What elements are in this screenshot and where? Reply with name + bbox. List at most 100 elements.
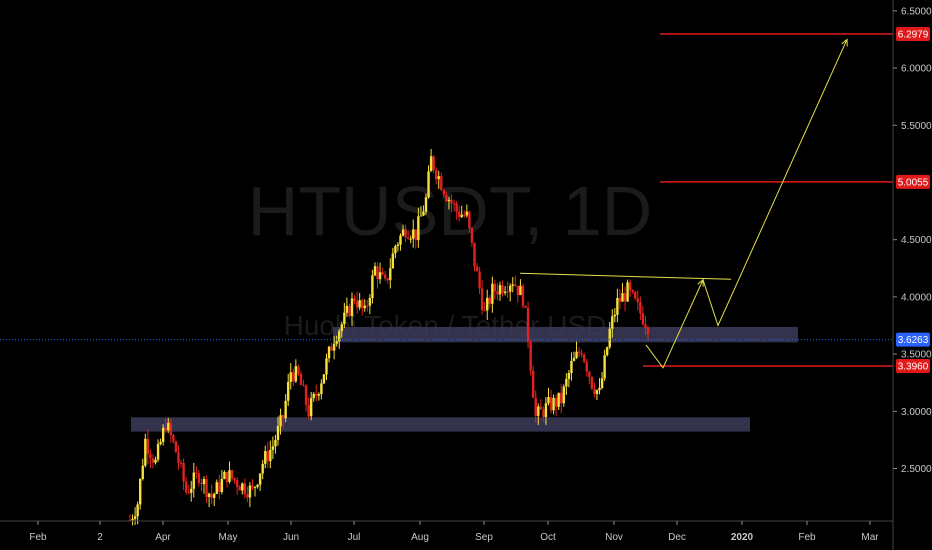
candle-body <box>133 516 137 519</box>
candle-body <box>435 169 438 180</box>
candle-body <box>450 199 453 204</box>
candle-body <box>128 519 132 521</box>
candle-body <box>202 479 206 485</box>
candle-body <box>600 378 604 388</box>
candle-body <box>506 291 509 293</box>
candle-body <box>228 470 231 482</box>
candle-body <box>644 324 647 328</box>
candle-body <box>371 275 374 299</box>
candle-body <box>483 310 486 312</box>
candle-body <box>509 285 512 292</box>
candle-body <box>496 291 499 295</box>
candle-body <box>552 397 555 411</box>
candle-body <box>631 290 634 293</box>
price-tags: 6.2979 5.0055 3.3960 3.6263 <box>896 27 930 373</box>
candle-body <box>452 203 456 205</box>
candle-body <box>218 482 221 492</box>
candle-body <box>409 238 412 240</box>
support-zone <box>333 326 798 343</box>
candle-body <box>251 485 254 488</box>
resistance-line <box>519 272 732 280</box>
y-tick-label: 4.5000 <box>901 235 932 246</box>
x-axis: Feb 2 Apr May Jun Jul Aug Sep Oct Nov Dec 2020 Feb Ma… <box>29 521 879 543</box>
candle-body <box>383 274 387 279</box>
candle-body <box>220 478 224 492</box>
y-tick-label: 4.0000 <box>901 292 932 303</box>
candle-body <box>593 388 596 394</box>
candle-body <box>457 211 461 217</box>
y-tick-label: 5.5000 <box>901 121 932 132</box>
candle-body <box>276 426 280 441</box>
candle-body <box>419 215 423 217</box>
candle-body <box>235 480 239 487</box>
candle-body <box>628 282 632 291</box>
annotations-layer <box>0 33 893 369</box>
candle-body <box>348 305 351 316</box>
x-tick-label: Apr <box>155 532 171 543</box>
candle-body <box>531 370 535 398</box>
candle-body <box>174 441 178 453</box>
candle-body <box>618 298 622 302</box>
candle-body <box>570 360 573 373</box>
candle-body <box>491 283 494 304</box>
x-tick-label: Oct <box>540 532 556 543</box>
candle-body <box>468 211 471 228</box>
price-tag <box>896 332 930 347</box>
candle-body <box>281 415 285 419</box>
candle-body <box>315 393 318 396</box>
candle-body <box>445 194 448 202</box>
candle-body <box>432 156 435 170</box>
candle-body <box>361 300 364 309</box>
candle-body <box>353 298 356 301</box>
candle-body <box>526 307 530 342</box>
candle-body <box>588 371 591 378</box>
candle-body <box>335 341 338 344</box>
candle-body <box>215 482 218 494</box>
candle-body <box>646 327 650 335</box>
candle-body <box>378 272 382 280</box>
arrowhead-icon <box>697 278 704 287</box>
candle-body <box>583 354 586 362</box>
candle-body <box>575 351 578 358</box>
candle-body <box>391 253 395 269</box>
candle-body <box>373 266 377 276</box>
candle-body <box>519 285 522 296</box>
candle-body <box>585 361 588 372</box>
candle-body <box>192 472 195 489</box>
candle-body <box>470 227 474 243</box>
candle-body <box>473 242 476 267</box>
candle-body <box>455 203 458 212</box>
candle-body <box>146 438 150 454</box>
candle-body <box>144 438 147 466</box>
x-tick-label: Jun <box>283 532 299 543</box>
candle-body <box>429 156 433 172</box>
candle-body <box>480 288 484 311</box>
candle-body <box>269 449 272 462</box>
price-tag-label: 3.3960 <box>898 362 929 373</box>
candle-body <box>475 266 479 272</box>
candle-body <box>141 465 144 479</box>
candle-body <box>547 397 550 404</box>
candle-body <box>256 484 259 487</box>
candle-body <box>623 293 627 302</box>
price-tag-label: 6.2979 <box>898 30 929 41</box>
candle-body <box>404 229 407 238</box>
candle-body <box>537 406 540 416</box>
candle-body <box>322 374 326 384</box>
candle-body <box>440 176 443 191</box>
candle-body <box>376 266 379 280</box>
candle-body <box>639 302 642 314</box>
candle-body <box>516 285 520 296</box>
candle-body <box>210 493 213 498</box>
x-tick-label: Mar <box>861 532 879 543</box>
x-tick-label: Nov <box>605 532 623 543</box>
candle-body <box>616 298 619 315</box>
candle-body <box>317 394 321 396</box>
symbol-watermark: HTUSDT, 1D <box>248 172 652 250</box>
candle-body <box>572 357 576 361</box>
candle-body <box>521 285 525 306</box>
candle-body <box>156 443 160 460</box>
candle-body <box>422 211 425 216</box>
